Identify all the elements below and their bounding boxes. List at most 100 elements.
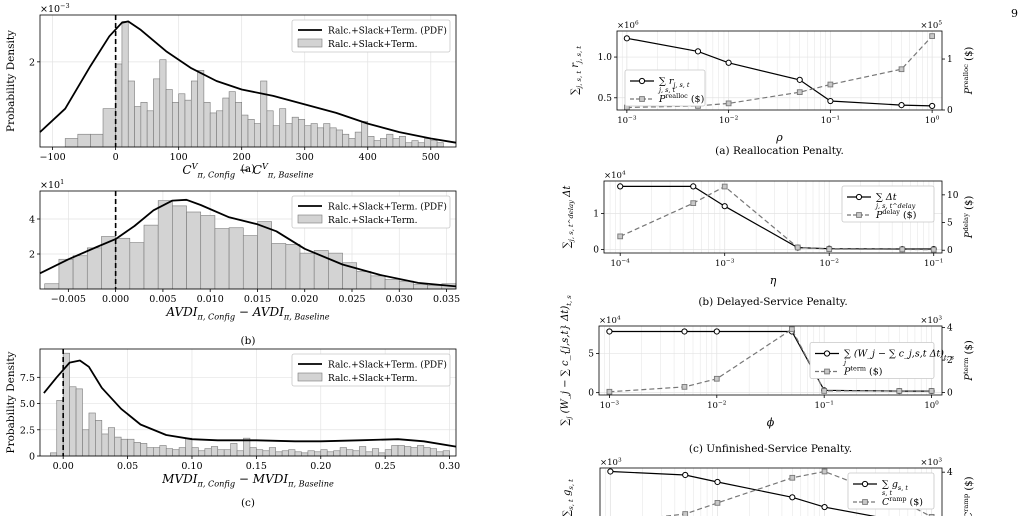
legend-circle-marker — [855, 193, 863, 201]
series-marker-circle — [821, 503, 828, 511]
histogram-bar — [165, 89, 173, 148]
legend-label-dashed: Pdelay ($) — [875, 208, 916, 221]
legend-label-solid: ∑ Δt — [876, 192, 897, 203]
histogram-bar — [285, 123, 293, 148]
x-tick-label: 10−3 — [715, 259, 735, 269]
histogram-bar — [64, 138, 79, 148]
pdf-curve — [43, 359, 457, 448]
series-marker-square — [690, 200, 697, 207]
histogram-bar — [186, 211, 202, 290]
x-tick-label: 100 — [924, 401, 939, 411]
series-marker-square — [929, 33, 935, 39]
x-tick-label: 0.015 — [244, 294, 271, 305]
histogram-bar — [254, 123, 261, 148]
y-tick-label: 4 — [29, 215, 35, 226]
x-tick-label: 10−2 — [820, 259, 840, 269]
axes-frame — [39, 14, 457, 148]
histogram-bar — [413, 284, 428, 290]
series-marker-square — [821, 468, 828, 475]
histogram-bar — [56, 400, 64, 457]
histogram-bar — [143, 224, 159, 290]
series-marker-circle — [929, 102, 936, 110]
histogram-bar — [223, 449, 231, 457]
series-marker-circle — [690, 183, 697, 190]
histogram-bar — [184, 99, 192, 148]
x-tick-label: 0.15 — [246, 461, 267, 472]
legend-box — [809, 342, 935, 379]
legend-label-hist: Ralc.+Slack+Term. — [328, 40, 418, 50]
histogram-bar — [159, 445, 167, 457]
legend-box — [841, 185, 935, 223]
x-tick-label: 100 — [925, 116, 940, 126]
x-tick-label: 100 — [170, 152, 188, 163]
series-marker-circle — [796, 76, 803, 83]
x-tick-label: 0.005 — [149, 294, 176, 305]
histogram-bar — [90, 133, 104, 148]
histogram-bar — [86, 247, 102, 290]
histogram-bar — [107, 427, 115, 457]
x-tick-label: 0.025 — [338, 294, 365, 305]
histogram-bar — [411, 140, 419, 148]
y-tick-label-left: 1.0 — [598, 53, 613, 63]
y-tick-label-right: 0 — [947, 246, 953, 256]
histogram-bar — [384, 449, 392, 457]
histogram-bar — [230, 443, 238, 457]
histogram-bar — [317, 127, 324, 148]
y-axis-label-right: Pdelay ($) — [962, 196, 975, 240]
histogram-bar — [146, 110, 154, 148]
legend-box — [291, 195, 451, 229]
x-tick-label: 0.010 — [197, 294, 224, 305]
histogram-bar — [348, 138, 356, 148]
histogram-bar — [165, 448, 173, 457]
histogram-bar — [157, 200, 173, 290]
series-marker-square — [721, 183, 728, 190]
figure-caption: (a) Reallocation Penalty. — [715, 145, 844, 157]
legend-bar-swatch — [297, 372, 323, 382]
histogram-bar — [249, 447, 257, 457]
histogram-bar — [304, 125, 312, 148]
y-tick-label-left: 5 — [588, 349, 594, 359]
series-marker-circle — [623, 35, 630, 42]
histogram-bar — [436, 142, 444, 148]
histogram-bar — [430, 140, 438, 148]
legend-square-marker — [824, 368, 830, 375]
series-marker-circle — [606, 328, 613, 335]
histogram-bar — [271, 243, 287, 290]
histogram-bar — [417, 445, 425, 457]
histogram-bar — [361, 121, 369, 148]
axis-multiplier-left: ×103 — [600, 458, 622, 468]
series-marker-square — [796, 89, 803, 96]
x-tick-label: 0.10 — [181, 461, 202, 472]
x-tick-label: −100 — [40, 152, 66, 163]
y-axis-label-left: ∑s, t gs, t — [562, 479, 575, 516]
histogram-bar — [159, 59, 167, 148]
series-marker-square — [794, 244, 801, 251]
axes-frame — [603, 180, 943, 254]
histogram-bar — [380, 138, 387, 148]
series-marker-square — [713, 375, 720, 382]
histogram-bar — [217, 449, 225, 457]
x-axis-label: ϕ — [767, 416, 775, 429]
axes-frame — [39, 348, 457, 457]
legend-bar-swatch — [297, 214, 323, 224]
legend: Ralc.+Slack+Term. (PDF) Ralc.+Slack+Term. — [291, 195, 451, 229]
histogram-bar — [115, 237, 131, 290]
legend-label-pdf: Ralc.+Slack+Term. (PDF) — [328, 360, 447, 371]
histogram-bar — [121, 21, 129, 148]
pdf-curve — [39, 20, 457, 144]
histogram-bar — [247, 119, 255, 148]
legend-label-solid-sub: j — [842, 359, 846, 367]
axes-frame — [616, 30, 943, 111]
histogram-bar — [209, 112, 217, 148]
histogram-bar — [222, 97, 230, 148]
histogram-bar — [260, 80, 268, 148]
histogram-bar — [242, 235, 258, 290]
y-tick-label-left: 0 — [588, 389, 594, 399]
x-tick-label: 0.25 — [375, 461, 396, 472]
histogram-bar — [335, 129, 343, 148]
histogram-bar — [197, 70, 205, 148]
histogram-bar — [442, 450, 450, 457]
axis-multiplier-left: ×106 — [617, 21, 639, 31]
